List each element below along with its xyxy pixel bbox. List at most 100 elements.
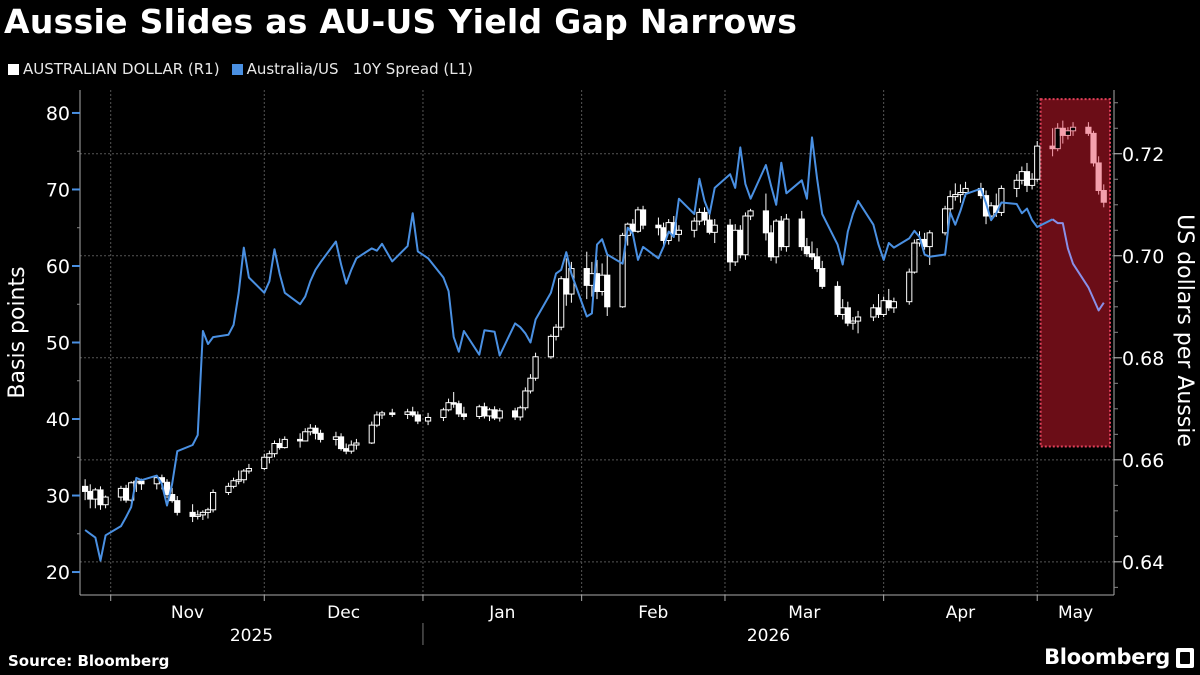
candle-body bbox=[138, 480, 145, 485]
candle-body bbox=[163, 481, 171, 496]
legend-label-spread: Australia/US 10Y Spread (L1) bbox=[246, 60, 473, 78]
candle-body bbox=[378, 412, 386, 416]
candle-body bbox=[926, 232, 933, 248]
candle-body bbox=[87, 490, 94, 500]
candle-body bbox=[819, 268, 826, 287]
candle-body bbox=[890, 301, 897, 309]
candle-body bbox=[225, 485, 232, 493]
spread-line bbox=[84, 136, 1054, 562]
candle-body bbox=[1028, 178, 1036, 186]
highlight-box bbox=[1039, 98, 1111, 448]
grid bbox=[80, 90, 1114, 595]
spread-line-highlighted bbox=[1052, 218, 1105, 312]
candle-body bbox=[696, 211, 703, 222]
candle-body bbox=[732, 229, 739, 263]
candle-body bbox=[1023, 171, 1031, 186]
legend-swatch-aud bbox=[8, 63, 19, 75]
candle-body bbox=[849, 320, 857, 324]
candle-body bbox=[440, 409, 447, 418]
candle-body bbox=[783, 218, 790, 248]
candle-body bbox=[762, 210, 770, 234]
candle-body bbox=[348, 444, 355, 452]
candle-body bbox=[814, 256, 821, 270]
candle-body bbox=[373, 414, 380, 426]
candle-body bbox=[337, 436, 345, 450]
candle-body bbox=[527, 377, 534, 392]
candle-body bbox=[747, 210, 754, 217]
candle-body bbox=[834, 285, 841, 315]
right-tick-label: 0.68 bbox=[1122, 348, 1164, 370]
legend-swatch-spread bbox=[231, 63, 243, 75]
candle-body bbox=[1049, 145, 1056, 150]
candle-body bbox=[122, 487, 130, 501]
candle-body bbox=[481, 406, 488, 417]
candle-body bbox=[414, 414, 421, 422]
candle-body bbox=[952, 194, 959, 198]
candle-body bbox=[476, 406, 483, 417]
right-tick-label: 0.72 bbox=[1122, 144, 1164, 166]
right-axis-title: US dollars per Aussie bbox=[1172, 214, 1197, 447]
candle-body bbox=[773, 220, 780, 258]
candle-body bbox=[639, 209, 647, 226]
candle-body bbox=[870, 307, 877, 318]
left-tick-label: 30 bbox=[46, 486, 70, 508]
chart-title: Aussie Slides as AU-US Yield Gap Narrows bbox=[4, 2, 798, 41]
candle-body bbox=[1069, 126, 1077, 132]
candle-body bbox=[92, 489, 99, 500]
candle-body bbox=[174, 500, 181, 513]
candle-body bbox=[297, 438, 304, 442]
candle-body bbox=[880, 300, 887, 315]
left-tick-label: 60 bbox=[46, 256, 70, 278]
x-year-label: 2025 bbox=[230, 626, 273, 646]
candle-body bbox=[998, 187, 1005, 213]
candle-body bbox=[1054, 127, 1061, 150]
candle-body bbox=[240, 470, 247, 481]
candle-body bbox=[778, 220, 785, 248]
candle-body bbox=[547, 335, 555, 358]
x-month-label: Jan bbox=[488, 603, 515, 623]
candle-body bbox=[711, 224, 718, 233]
x-month-label: May bbox=[1058, 603, 1093, 623]
candle-body bbox=[404, 411, 411, 415]
axes: Nov Dec Jan Feb Mar Apr May 2025 2026 20 30 40 50 60 7… bbox=[5, 90, 1197, 646]
candle-body bbox=[302, 431, 309, 442]
candle-body bbox=[261, 456, 268, 469]
candle-body bbox=[194, 514, 201, 517]
source-note: Source: Bloomberg bbox=[8, 652, 170, 670]
candle-body bbox=[307, 427, 314, 433]
candle-body bbox=[491, 409, 498, 419]
candle-body bbox=[204, 509, 212, 513]
candle-body bbox=[312, 427, 319, 434]
candle-body bbox=[844, 307, 851, 324]
candle-body bbox=[911, 242, 918, 273]
candle-body bbox=[767, 232, 775, 258]
candle-body bbox=[599, 274, 606, 292]
candle-body bbox=[117, 487, 125, 498]
candle-body bbox=[189, 511, 196, 517]
candle-body bbox=[1085, 126, 1092, 134]
candle-body bbox=[1059, 127, 1066, 136]
candle-body bbox=[281, 438, 288, 449]
candle-body bbox=[604, 274, 611, 308]
candle-body bbox=[1034, 145, 1041, 180]
legend-label-aud: AUSTRALIAN DOLLAR (R1) bbox=[23, 60, 220, 78]
candle-body bbox=[808, 253, 816, 258]
candle-body bbox=[1013, 179, 1020, 189]
candle-body bbox=[424, 416, 432, 422]
x-month-label: Mar bbox=[788, 603, 820, 623]
candle-body bbox=[517, 407, 524, 418]
candle-body bbox=[1018, 171, 1025, 181]
candle-body bbox=[276, 443, 283, 449]
highlight-region bbox=[1039, 98, 1111, 448]
legend-item-spread: Australia/US 10Y Spread (L1) bbox=[231, 60, 473, 78]
candle-body bbox=[1064, 130, 1072, 136]
left-tick-label: 20 bbox=[46, 562, 70, 584]
candle-body bbox=[450, 402, 457, 405]
candle-body bbox=[798, 218, 805, 248]
candle-body bbox=[1095, 162, 1102, 191]
left-tick-label: 80 bbox=[46, 103, 70, 125]
candle-body bbox=[742, 215, 749, 256]
candle-body bbox=[583, 268, 590, 286]
right-tick-label: 0.70 bbox=[1122, 246, 1164, 268]
